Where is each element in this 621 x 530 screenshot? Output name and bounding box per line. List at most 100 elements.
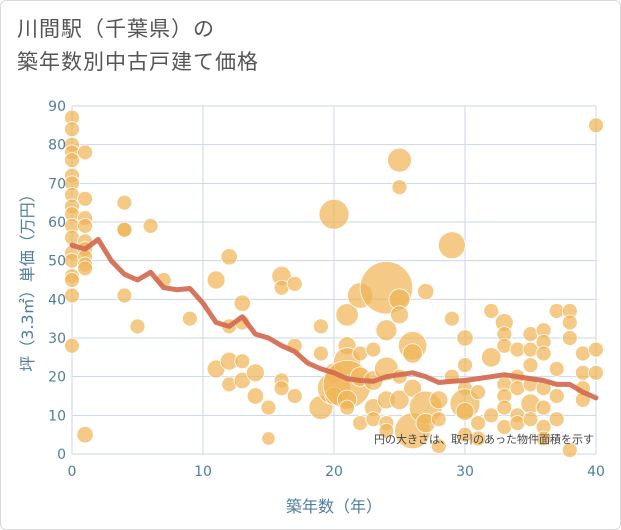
- bubble-100: [437, 231, 466, 260]
- x-tick-label-0: 0: [68, 464, 77, 480]
- bubble-42: [233, 294, 251, 312]
- x-tick-label-2: 20: [325, 464, 343, 480]
- bubble-110: [470, 415, 487, 431]
- bubble-49: [261, 431, 276, 446]
- chart-bubbles: [64, 109, 604, 459]
- bubble-111: [470, 430, 487, 447]
- bubble-18: [77, 144, 93, 161]
- bubble-51: [273, 279, 290, 296]
- bubble-135: [535, 345, 552, 362]
- bubble-16: [64, 287, 80, 304]
- bubble-size-note: 円の大きさは、取引のあった物件面積を示す: [374, 432, 594, 446]
- bubble-101: [443, 310, 460, 327]
- bubble-147: [561, 442, 578, 459]
- bubble-4: [64, 152, 80, 169]
- bubble-77: [365, 411, 382, 428]
- bubble-129: [522, 357, 539, 373]
- bubble-60: [318, 198, 350, 230]
- bubble-94: [417, 282, 435, 301]
- x-tick-label-3: 30: [456, 464, 474, 480]
- bubble-58: [312, 345, 329, 362]
- bubble-71: [352, 345, 369, 362]
- bubble-64: [335, 303, 359, 327]
- bubble-97: [429, 390, 449, 410]
- bubble-117: [496, 337, 513, 354]
- bubble-74: [365, 341, 382, 358]
- y-tick-label-5: 50: [48, 254, 66, 270]
- y-tick-label-8: 80: [48, 138, 66, 154]
- bubble-85: [391, 179, 408, 196]
- chart-title-line-1: 川間駅（千葉県）の: [17, 17, 215, 41]
- bubble-84: [387, 147, 412, 173]
- bubble-53: [273, 380, 290, 397]
- bubble-28: [116, 194, 133, 211]
- bubble-48: [260, 399, 277, 416]
- bubble-153: [588, 341, 604, 358]
- bubble-83: [378, 422, 395, 439]
- y-tick-label-2: 20: [48, 370, 66, 386]
- bubble-113: [481, 347, 502, 368]
- bubble-107: [455, 402, 475, 421]
- bubble-32: [129, 318, 146, 335]
- bubble-137: [535, 399, 552, 416]
- bubble-69: [339, 399, 356, 416]
- bubble-15: [64, 272, 80, 288]
- bubble-112: [483, 303, 500, 319]
- y-tick-label-7: 70: [48, 176, 66, 192]
- bubble-31: [116, 287, 133, 304]
- bubble-36: [206, 270, 226, 290]
- bubble-142: [548, 388, 565, 404]
- y-tick-label-9: 90: [48, 99, 66, 115]
- bubble-126: [509, 415, 526, 431]
- bubble-38: [220, 248, 238, 266]
- y-tick-label-3: 30: [48, 331, 66, 347]
- bubble-35: [181, 310, 198, 327]
- bubble-33: [142, 217, 159, 234]
- bubble-56: [286, 388, 303, 404]
- bubble-127: [522, 326, 539, 343]
- bubble-143: [548, 411, 565, 428]
- bubble-109: [470, 384, 487, 401]
- y-tick-label-4: 40: [48, 292, 66, 308]
- bubble-154: [588, 364, 604, 381]
- x-axis-title: 築年数（年）: [286, 497, 382, 516]
- chart-title: 川間駅（千葉県）の 築年数別中古戸建て価格: [17, 13, 259, 79]
- bubble-148: [575, 345, 591, 362]
- x-tick-label-4: 40: [587, 464, 605, 480]
- bubble-27: [76, 426, 94, 444]
- bubble-30: [116, 221, 133, 238]
- bubble-47: [246, 387, 265, 405]
- bubble-13: [64, 252, 80, 269]
- bubble-132: [522, 411, 539, 428]
- bubble-57: [312, 318, 329, 335]
- x-tick-label-1: 10: [194, 464, 212, 480]
- bubble-1: [64, 121, 80, 138]
- bubble-54: [286, 275, 303, 292]
- bubble-120: [496, 399, 513, 416]
- y-tick-label-0: 0: [57, 447, 66, 463]
- y-tick-label-6: 60: [48, 215, 66, 231]
- bubble-99: [430, 438, 447, 455]
- bubble-17: [64, 337, 80, 354]
- bubble-26: [77, 260, 93, 277]
- bubble-128: [522, 341, 539, 358]
- trend-line: [69, 236, 599, 401]
- bubble-103: [456, 329, 474, 347]
- bubble-145: [561, 314, 578, 331]
- y-axis-title: 坪（3.3㎡）単価（万円）: [18, 186, 37, 371]
- bubble-139: [535, 430, 552, 447]
- bubble-19: [77, 190, 93, 207]
- chart-ticks: 0 10 20 30 40 0 10 20 30 40 50 60 70 80 90: [48, 99, 605, 480]
- bubble-98: [430, 411, 447, 428]
- bubble-21: [77, 217, 93, 234]
- bubble-87: [390, 305, 409, 325]
- bubble-104: [457, 357, 473, 373]
- bubble-124: [509, 380, 526, 397]
- y-tick-label-1: 10: [48, 408, 66, 424]
- bubble-146: [561, 330, 578, 346]
- bubble-141: [548, 361, 565, 377]
- chart-title-line-2: 築年数別中古戸建て価格: [17, 50, 259, 74]
- bubble-152: [588, 117, 604, 134]
